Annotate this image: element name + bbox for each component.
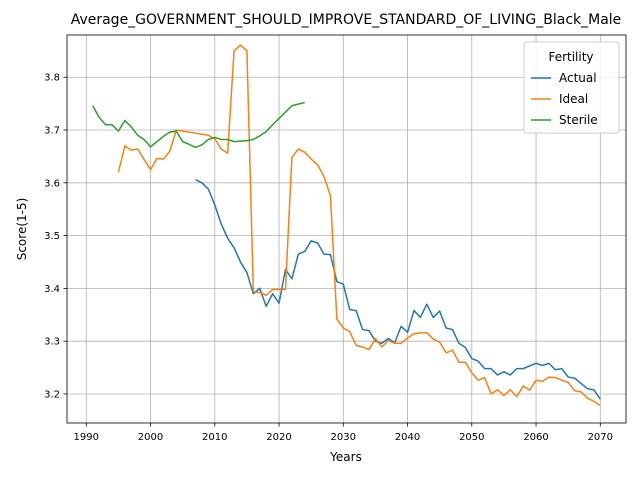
legend: Fertility Actual Ideal Sterile: [523, 41, 620, 134]
series-line-sterile: [92, 101, 305, 149]
x-tick-label: 2000: [138, 432, 163, 443]
x-tick-label: 2050: [459, 432, 484, 443]
x-tick-label: 2030: [331, 432, 356, 443]
x-axis-label: Years: [329, 450, 362, 464]
y-tick-label: 3.7: [44, 126, 60, 137]
x-tick-label: 2060: [523, 432, 548, 443]
series-line-ideal: [117, 44, 601, 407]
legend-label-actual: Actual: [559, 71, 597, 85]
y-tick-label: 3.5: [44, 231, 60, 242]
plot-frame: [66, 34, 627, 424]
x-tick-label: 2010: [202, 432, 227, 443]
y-tick-label: 3.8: [44, 73, 60, 84]
legend-label-ideal: Ideal: [559, 92, 588, 106]
x-tick-label: 2070: [588, 432, 613, 443]
y-tick-label: 3.2: [44, 389, 60, 400]
x-tick-label: 2020: [266, 432, 291, 443]
series-lines: [92, 44, 601, 407]
chart-title: Average_GOVERNMENT_SHOULD_IMPROVE_STANDA…: [71, 12, 622, 28]
y-axis-label: Score(1-5): [15, 198, 29, 261]
y-tick-label: 3.3: [44, 337, 60, 348]
legend-box: [523, 41, 620, 134]
series-line-actual: [195, 178, 601, 400]
x-tick-label: 1990: [74, 432, 99, 443]
y-tick-label: 3.6: [44, 178, 60, 189]
x-tick-label: 2040: [395, 432, 420, 443]
legend-title: Fertility: [548, 50, 593, 64]
legend-entries: Actual Ideal Sterile: [531, 71, 598, 127]
legend-label-sterile: Sterile: [559, 113, 598, 127]
y-tick-label: 3.4: [44, 284, 60, 295]
axis-ticks: 1990 2000 2010 2020 2030 2040 2050 2060 2070 3.2 3…: [44, 73, 613, 443]
